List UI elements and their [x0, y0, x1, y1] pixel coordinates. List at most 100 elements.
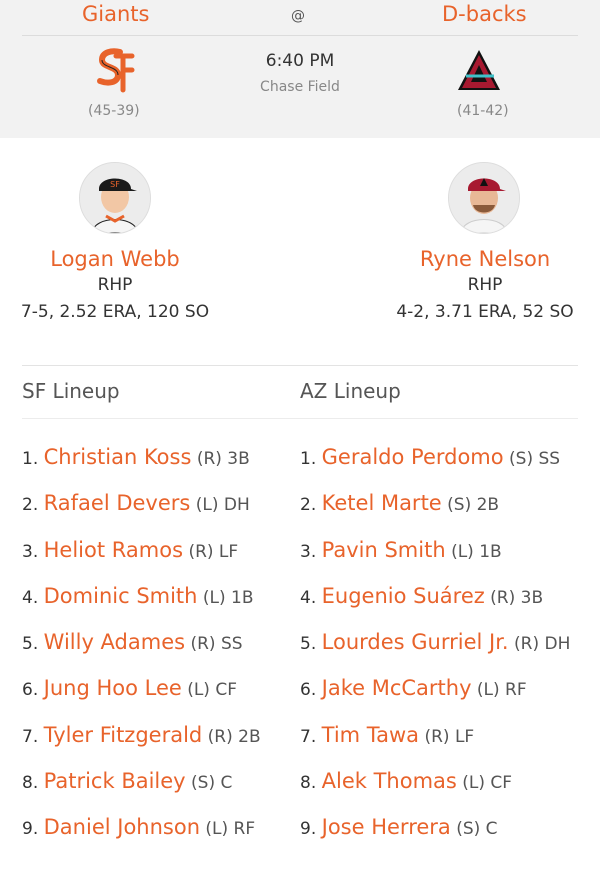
batting-order: 5. [22, 634, 39, 654]
batting-order: 4. [300, 587, 317, 608]
pitcher-headshot: SF [80, 163, 150, 233]
player-link[interactable]: Eugenio Suárez [321, 583, 485, 608]
lineup-row: 2. Rafael Devers (L) DH [22, 491, 261, 537]
lineup-row: 7. Tyler Fitzgerald (R) 2B [22, 723, 261, 769]
player-link[interactable]: Tyler Fitzgerald [43, 722, 203, 747]
batting-order: 2. [300, 495, 317, 516]
player-bat-pos: (L) DH [195, 495, 250, 516]
player-link[interactable]: Willy Adames [43, 630, 186, 654]
player-link[interactable]: Daniel Johnson [43, 815, 201, 839]
game-time: 6:40 PM [265, 51, 335, 71]
batting-order: 3. [22, 541, 39, 562]
venue-name: Chase Field [260, 79, 340, 95]
lineup-row: 1. Christian Koss (R) 3B [22, 445, 261, 491]
batting-order: 7. [300, 726, 317, 747]
lineup-row: 3. Pavin Smith (L) 1B [300, 538, 570, 584]
player-link[interactable]: Tim Tawa [321, 722, 420, 747]
player-link[interactable]: Patrick Bailey [43, 768, 186, 793]
dbacks-a-logo-icon[interactable] [454, 46, 504, 96]
away-pitcher-avatar[interactable]: SF [79, 162, 151, 234]
home-pitcher-avatar[interactable] [448, 162, 520, 234]
away-team-name[interactable]: Giants [82, 2, 150, 26]
home-team-record: (41-42) [457, 103, 509, 119]
home-lineup-title: AZ Lineup [300, 379, 401, 403]
player-link[interactable]: Rafael Devers [43, 491, 191, 516]
batting-order: 6. [22, 680, 39, 701]
player-bat-pos: (S) C [191, 772, 233, 793]
away-pitcher-name[interactable]: Logan Webb [50, 247, 180, 271]
batting-order: 1. [300, 449, 317, 469]
player-bat-pos: (L) RF [476, 680, 527, 701]
away-lineup-title: SF Lineup [22, 379, 120, 403]
player-link[interactable]: Jose Herrera [321, 815, 451, 839]
player-bat-pos: (R) LF [188, 541, 239, 562]
home-team-name[interactable]: D-backs [442, 2, 527, 26]
player-bat-pos: (R) LF [424, 726, 475, 747]
player-link[interactable]: Dominic Smith [43, 583, 198, 608]
home-pitcher-name[interactable]: Ryne Nelson [419, 247, 551, 271]
lineup-row: 5. Lourdes Gurriel Jr. (R) DH [300, 630, 570, 676]
lineup-row: 6. Jake McCarthy (L) RF [300, 676, 570, 722]
player-bat-pos: (L) 1B [451, 541, 502, 562]
player-bat-pos: (L) CF [462, 772, 513, 793]
player-bat-pos: (R) 2B [207, 726, 261, 747]
section-divider [22, 365, 578, 366]
batting-order: 2. [22, 495, 39, 516]
player-bat-pos: (R) SS [190, 634, 243, 654]
svg-text:SF: SF [110, 180, 120, 189]
player-link[interactable]: Ketel Marte [321, 491, 442, 516]
player-link[interactable]: Geraldo Perdomo [321, 445, 504, 469]
player-bat-pos: (R) 3B [490, 587, 544, 608]
batting-order: 3. [300, 541, 317, 562]
away-pitcher-stats: 7-5, 2.52 ERA, 120 SO [20, 302, 210, 322]
player-link[interactable]: Heliot Ramos [43, 537, 184, 562]
lineup-row: 8. Alek Thomas (L) CF [300, 769, 570, 815]
at-symbol: @ [291, 8, 305, 24]
batting-order: 9. [300, 819, 317, 839]
lineup-row: 6. Jung Hoo Lee (L) CF [22, 676, 261, 722]
player-bat-pos: (S) 2B [447, 495, 500, 516]
away-pitcher-hand: RHP [97, 275, 133, 295]
pitcher-headshot [449, 163, 519, 233]
batting-order: 8. [22, 772, 39, 793]
player-link[interactable]: Alek Thomas [321, 768, 457, 793]
player-bat-pos: (R) DH [514, 634, 571, 654]
batting-order: 8. [300, 772, 317, 793]
player-link[interactable]: Christian Koss [43, 445, 192, 469]
batting-order: 5. [300, 634, 317, 654]
player-bat-pos: (L) 1B [202, 587, 254, 608]
home-lineup-list: 1. Geraldo Perdomo (S) SS 2. Ketel Marte… [300, 445, 570, 861]
header-divider [22, 35, 578, 36]
sf-giants-logo-icon[interactable] [90, 46, 140, 96]
player-link[interactable]: Lourdes Gurriel Jr. [321, 630, 509, 654]
game-header: Giants @ D-backs 6:40 PM Chase Field (45… [0, 0, 600, 138]
player-bat-pos: (S) SS [509, 449, 561, 469]
player-bat-pos: (L) CF [187, 680, 237, 701]
player-bat-pos: (L) RF [205, 819, 256, 839]
player-link[interactable]: Pavin Smith [321, 537, 446, 562]
away-lineup-list: 1. Christian Koss (R) 3B 2. Rafael Dever… [22, 445, 261, 861]
lineup-row: 2. Ketel Marte (S) 2B [300, 491, 570, 537]
lineup-header-divider [22, 418, 578, 419]
batting-order: 1. [22, 449, 39, 469]
lineup-row: 3. Heliot Ramos (R) LF [22, 538, 261, 584]
player-bat-pos: (R) 3B [196, 449, 250, 469]
away-team-record: (45-39) [88, 103, 140, 119]
home-pitcher-stats: 4-2, 3.71 ERA, 52 SO [396, 302, 574, 322]
lineup-row: 7. Tim Tawa (R) LF [300, 723, 570, 769]
lineup-row: 1. Geraldo Perdomo (S) SS [300, 445, 570, 491]
lineup-row: 5. Willy Adames (R) SS [22, 630, 261, 676]
player-bat-pos: (S) C [456, 819, 498, 839]
batting-order: 6. [300, 680, 317, 701]
batting-order: 9. [22, 819, 39, 839]
lineup-row: 9. Jose Herrera (S) C [300, 815, 570, 861]
player-link[interactable]: Jake McCarthy [321, 676, 472, 701]
batting-order: 7. [22, 726, 39, 747]
lineup-row: 4. Dominic Smith (L) 1B [22, 584, 261, 630]
player-link[interactable]: Jung Hoo Lee [43, 676, 182, 701]
lineup-row: 4. Eugenio Suárez (R) 3B [300, 584, 570, 630]
home-pitcher-hand: RHP [467, 275, 503, 295]
lineup-row: 9. Daniel Johnson (L) RF [22, 815, 261, 861]
batting-order: 4. [22, 587, 39, 608]
lineup-row: 8. Patrick Bailey (S) C [22, 769, 261, 815]
